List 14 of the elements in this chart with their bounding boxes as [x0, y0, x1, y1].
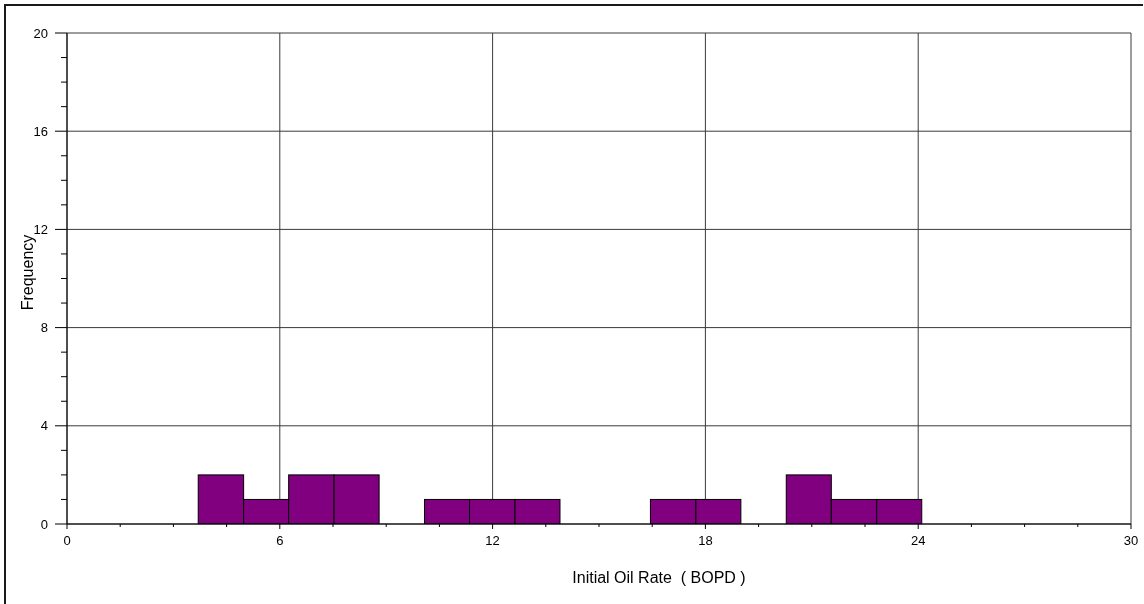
y-tick-label: 20	[33, 25, 48, 41]
y-tick-label: 8	[40, 320, 48, 336]
y-tick-label: 4	[40, 418, 48, 434]
x-tick-label: 12	[485, 532, 500, 548]
x-tick-label: 0	[63, 532, 71, 548]
x-tick-label: 30	[1123, 532, 1139, 548]
x-axis-title: Initial Oil Rate ( BOPD )	[572, 568, 746, 586]
x-tick-label: 6	[276, 532, 284, 548]
x-tick-label: 24	[910, 532, 926, 548]
y-axis-title: Frequency	[18, 234, 36, 311]
x-tick-label: 18	[698, 532, 713, 548]
y-tick-label: 12	[33, 221, 48, 237]
y-tick-label: 0	[40, 516, 48, 532]
y-tick-label: 16	[33, 123, 48, 139]
